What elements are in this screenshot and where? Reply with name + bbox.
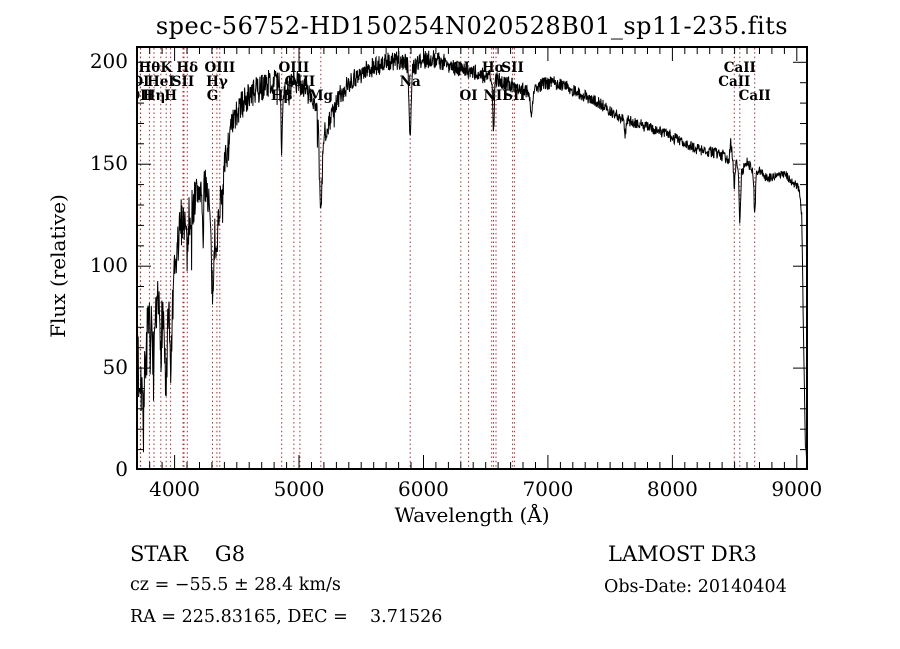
- ra-dec-value: RA = 225.83165, DEC = 3.71526: [130, 607, 443, 627]
- y-tick-label: 0: [115, 457, 128, 482]
- y-tick-label: 100: [89, 253, 128, 278]
- spectral-line-label: OIII: [204, 60, 235, 76]
- spectral-line-label: OI: [136, 74, 149, 90]
- spectrum-trace: [135, 50, 809, 464]
- spectral-line-label: K: [160, 60, 173, 76]
- spectral-line-label: G: [207, 88, 219, 104]
- spectral-line-label: Hθ: [139, 60, 161, 76]
- x-tick-label: 4000: [149, 477, 201, 501]
- spectral-line-label: HeI: [147, 74, 175, 90]
- figure-title: spec-56752-HD150254N020528B01_sp11-235.f…: [155, 12, 789, 40]
- x-tick-label: 5000: [273, 477, 325, 501]
- x-tick-label: 7000: [522, 477, 574, 501]
- spectral-line-label: SII: [172, 74, 194, 90]
- plot-border: [136, 46, 808, 470]
- spectral-line-label: OI: [460, 88, 478, 104]
- y-tick-label: 50: [102, 355, 128, 380]
- spectral-line-label: Hγ: [206, 74, 228, 90]
- spectral-line-label: CaII: [739, 88, 771, 104]
- spectral-line-label: Hδ: [176, 60, 198, 76]
- spectral-line-label: SII: [501, 60, 523, 76]
- spectral-line-label: CaII: [724, 60, 756, 76]
- x-tick-label: 8000: [646, 477, 698, 501]
- spectral-line-label: OIII: [279, 60, 310, 76]
- y-tick-label: 150: [89, 151, 128, 176]
- cz-value: cz = −55.5 ± 28.4 km/s: [130, 575, 341, 595]
- y-tick-label: 200: [89, 49, 128, 74]
- survey-label: LAMOST DR3: [608, 542, 757, 566]
- spectral-line-label: NII: [484, 88, 509, 104]
- object-class-label: STAR G8: [130, 542, 246, 566]
- spectral-line-label: Na: [400, 74, 421, 90]
- spectral-line-label: H: [164, 88, 177, 104]
- obs-date: Obs-Date: 20140404: [604, 577, 787, 597]
- x-axis-title: Wavelength (Å): [394, 503, 550, 527]
- y-axis-title: Flux (relative): [46, 194, 70, 338]
- x-tick-label: 9000: [771, 477, 823, 501]
- spectrum-plot: OIOIIHθHηHeIKHSIIHδGHγOIIIHβOIIIOIIIMgNa…: [128, 46, 809, 471]
- x-tick-label: 6000: [398, 477, 449, 501]
- spectral-line-label: Hη: [143, 88, 166, 104]
- spectral-line-label: CaII: [718, 74, 750, 90]
- plot-area: OIOIIHθHηHeIKHSIIHδGHγOIIIHβOIIIOIIIMgNa…: [128, 46, 809, 471]
